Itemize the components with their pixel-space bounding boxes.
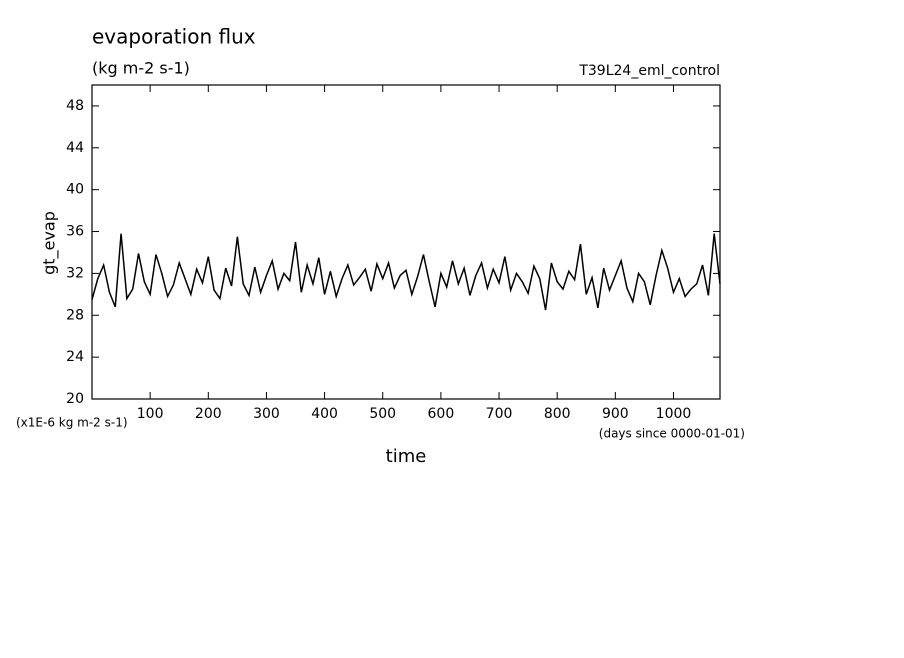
x-tick-label: 400 [311, 406, 338, 422]
y-tick-label: 44 [66, 140, 84, 156]
y-tick-label: 28 [66, 307, 84, 323]
y-tick-label: 48 [66, 98, 84, 114]
run-label: T39L24_eml_control [578, 63, 720, 79]
x-tick-label: 800 [544, 406, 571, 422]
y-tick-label: 40 [66, 182, 84, 198]
x-axis-label: time [386, 446, 427, 467]
x-tick-label: 600 [428, 406, 455, 422]
x-tick-label: 200 [195, 406, 222, 422]
y-tick-label: 20 [66, 391, 84, 407]
x-tick-label: 700 [486, 406, 513, 422]
x-tick-label: 1000 [656, 406, 692, 422]
x-tick-label: 900 [602, 406, 629, 422]
x-tick-label: 300 [253, 406, 280, 422]
chart-title: evaporation flux [92, 25, 256, 49]
y-tick-label: 32 [66, 265, 84, 281]
y-tick-label: 24 [66, 349, 84, 365]
x-tick-label: 100 [137, 406, 164, 422]
plot-frame [91, 84, 721, 400]
y-axis-label: gt_evap [40, 211, 60, 275]
y-units: (x1E-6 kg m-2 s-1) [16, 416, 128, 430]
data-line [91, 233, 721, 311]
chart-subtitle: (kg m-2 s-1) [92, 59, 190, 78]
x-tick-label: 500 [369, 406, 396, 422]
x-units: (days since 0000-01-01) [599, 427, 745, 441]
y-tick-label: 36 [66, 224, 84, 240]
